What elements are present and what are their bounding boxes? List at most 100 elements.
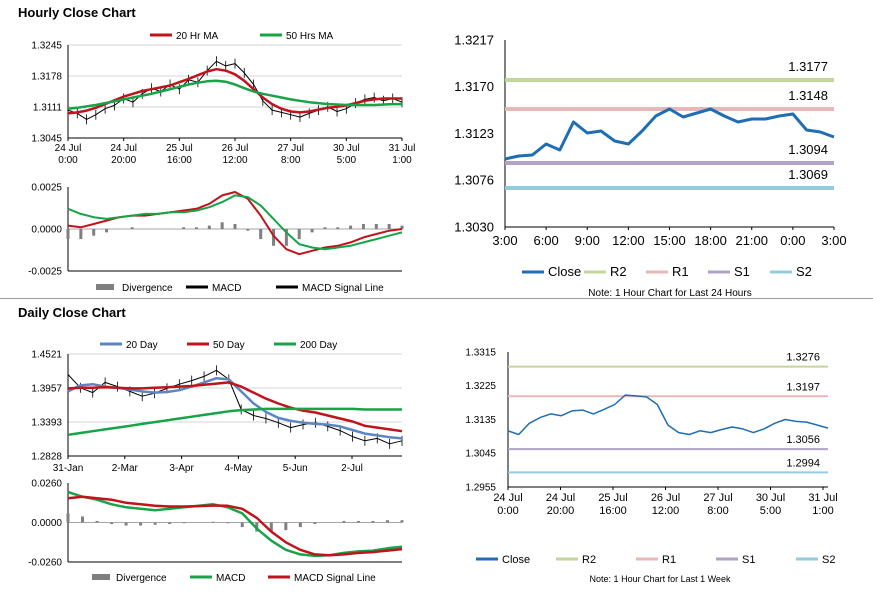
daily-price-y-tick: 1.3393: [31, 417, 62, 428]
hourly-24h-close-line: [504, 107, 835, 161]
daily-week-y-tick: 1.3225: [465, 381, 496, 392]
daily-price-50-day-line: [67, 381, 403, 433]
hourly-24h-legend-label: S2: [796, 264, 812, 279]
hourly-24h-x-tick: 21:00: [735, 233, 768, 248]
hourly-price-x-tick: 27 Jul: [277, 143, 304, 154]
hourly-price-y-tick: 1.3178: [31, 71, 62, 82]
daily-week-x-tick: 30 Jul: [756, 492, 785, 504]
daily-price-y-tick: 1.2828: [31, 451, 62, 462]
hourly-price-legend-label: 20 Hr MA: [176, 31, 219, 42]
daily-price-y-tick: 1.4521: [31, 349, 62, 360]
hourly-macd-y-tick: 0.0000: [31, 224, 62, 235]
daily-macd-y-tick: 0.0260: [31, 478, 62, 489]
hourly-price-chart: 20 Hr MA 50 Hrs MA 1.3245 1.3178 1.3111 1.304…: [31, 31, 416, 166]
hourly-price-x-tick: 24 Jul: [55, 143, 82, 154]
hourly-price-x-tick: 5:00: [337, 155, 357, 166]
daily-week-s1-label: 1.3056: [786, 434, 820, 446]
hourly-24h-s1-label: 1.3094: [788, 142, 828, 157]
daily-week-x-tick: 24 Jul: [546, 492, 575, 504]
daily-macd-legend-swatch: [92, 574, 110, 580]
hourly-24h-legend-label: R1: [672, 264, 689, 279]
hourly-price-x-tick: 20:00: [111, 155, 136, 166]
hourly-price-x-tick: 8:00: [281, 155, 301, 166]
daily-macd-y-tick: 0.0000: [31, 518, 62, 529]
hourly-24h-x-tick: 6:00: [533, 233, 558, 248]
hourly-price-x-tick: 12:00: [222, 155, 247, 166]
daily-week-legend-label: S2: [822, 554, 835, 566]
hourly-24h-chart: 1.3217 1.3170 1.3123 1.3076 1.3030 1.3177 1.31…: [454, 32, 846, 299]
hourly-macd-legend-label: MACD: [212, 283, 241, 294]
daily-week-legend-label: R2: [582, 554, 596, 566]
daily-price-legend-label: 20 Day: [126, 340, 158, 351]
hourly-macd-legend-swatch: [96, 284, 114, 290]
daily-week-x-tick: 8:00: [707, 505, 728, 517]
daily-week-x-tick: 5:00: [760, 505, 781, 517]
daily-week-y-tick: 1.2955: [465, 482, 496, 493]
daily-week-y-tick: 1.3045: [465, 449, 496, 460]
hourly-24h-x-tick: 18:00: [694, 233, 727, 248]
daily-macd-legend-label: MACD: [216, 573, 245, 584]
daily-price-x-tick: 4-May: [225, 463, 253, 474]
daily-week-y-tick: 1.3315: [465, 347, 496, 358]
hourly-section-title: Hourly Close Chart: [18, 5, 136, 20]
hourly-24h-legend-label: R2: [610, 264, 627, 279]
hourly-24h-r2-label: 1.3177: [788, 59, 828, 74]
daily-week-x-tick: 16:00: [599, 505, 627, 517]
daily-week-x-tick: 24 Jul: [493, 492, 522, 504]
daily-macd-y-tick: -0.0260: [28, 557, 62, 568]
daily-week-legend-label: Close: [502, 554, 530, 566]
hourly-24h-x-tick: 9:00: [575, 233, 600, 248]
hourly-24h-x-tick: 15:00: [653, 233, 686, 248]
hourly-price-x-tick: 31 Jul: [389, 143, 416, 154]
daily-macd-line: [67, 490, 403, 558]
hourly-24h-r1-label: 1.3148: [788, 88, 828, 103]
daily-week-legend-label: R1: [662, 554, 676, 566]
daily-price-y-tick: 1.3957: [31, 383, 62, 394]
hourly-price-x-tick: 1:00: [392, 155, 412, 166]
hourly-24h-note: Note: 1 Hour Chart for Last 24 Hours: [588, 288, 751, 299]
daily-week-s2-label: 1.2994: [786, 457, 820, 469]
daily-macd-chart: 0.0260 0.0000 -0.0260 Divergence MACD MACD Si…: [28, 478, 404, 584]
hourly-price-50-hrs-ma-line: [67, 79, 402, 110]
hourly-price-y-tick: 1.3045: [31, 133, 62, 144]
hourly-24h-y-tick: 1.3030: [454, 219, 494, 234]
hourly-24h-legend-label: S1: [734, 264, 750, 279]
hourly-24h-y-tick: 1.3170: [454, 79, 494, 94]
daily-price-x-tick: 5-Jun: [283, 463, 308, 474]
daily-week-r1-label: 1.3197: [786, 381, 820, 393]
hourly-macd-legend-label: MACD Signal Line: [302, 283, 384, 294]
daily-price-x-tick: 2-Mar: [112, 463, 139, 474]
daily-week-x-tick: 20:00: [547, 505, 575, 517]
hourly-macd-chart: 0.0025 0.0000 -0.0025 Divergence MACD MACD Si…: [28, 182, 404, 294]
hourly-24h-y-tick: 1.3123: [454, 126, 494, 141]
daily-week-x-tick: 12:00: [652, 505, 680, 517]
daily-week-x-tick: 0:00: [497, 505, 518, 517]
hourly-macd-signal-line: [67, 194, 403, 251]
daily-week-r2-label: 1.3276: [786, 352, 820, 364]
hourly-price-x-tick: 30 Jul: [333, 143, 360, 154]
daily-week-x-tick: 31 Jul: [808, 492, 837, 504]
daily-price-200-day-line: [67, 407, 402, 437]
daily-price-x-tick: 2-Jul: [341, 463, 363, 474]
daily-section-title: Daily Close Chart: [18, 305, 126, 320]
daily-macd-legend-label: MACD Signal Line: [294, 573, 376, 584]
daily-price-chart: 20 Day 50 Day 200 Day 1.4521 1.3957 1.3393 1.2…: [31, 340, 403, 474]
hourly-price-x-tick: 16:00: [167, 155, 192, 166]
daily-week-legend-label: S1: [742, 554, 755, 566]
hourly-macd-y-tick: -0.0025: [28, 266, 62, 277]
daily-week-close-line: [507, 394, 829, 436]
daily-week-x-tick: 27 Jul: [703, 492, 732, 504]
hourly-24h-y-tick: 1.3076: [454, 173, 494, 188]
hourly-24h-x-tick: 3:00: [492, 233, 517, 248]
hourly-macd-y-tick: 0.0025: [31, 182, 62, 193]
hourly-24h-x-tick: 0:00: [780, 233, 805, 248]
hourly-24h-y-tick: 1.3217: [454, 32, 494, 47]
hourly-price-x-tick: 25 Jul: [166, 143, 193, 154]
hourly-24h-s2-label: 1.3069: [788, 167, 828, 182]
daily-price-close-line: [67, 369, 403, 445]
daily-week-y-tick: 1.3135: [465, 415, 496, 426]
daily-week-note: Note: 1 Hour Chart for Last 1 Week: [590, 574, 731, 584]
hourly-price-legend-label: 50 Hrs MA: [286, 31, 334, 42]
daily-price-x-tick: 3-Apr: [169, 463, 194, 474]
hourly-price-y-tick: 1.3111: [33, 102, 63, 113]
